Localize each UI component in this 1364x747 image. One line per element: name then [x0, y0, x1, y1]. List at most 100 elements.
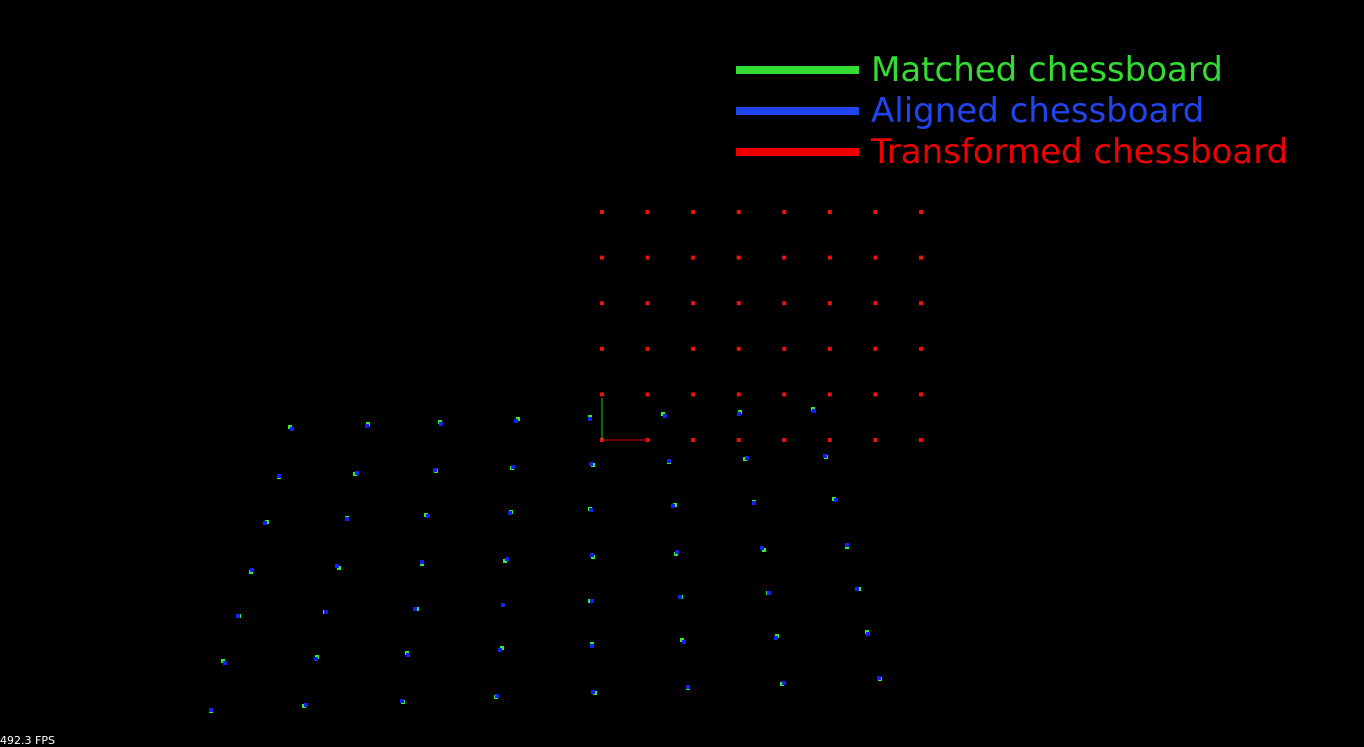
- aligned-point: [589, 462, 593, 466]
- aligned-point: [355, 471, 359, 475]
- aligned-point: [591, 690, 595, 694]
- transformed-point: [782, 392, 787, 397]
- transformed-point: [645, 255, 650, 260]
- transformed-point: [645, 210, 650, 214]
- transformed-point: [919, 301, 923, 306]
- aligned-point: [663, 414, 667, 418]
- legend-swatch-transformed: [736, 148, 859, 156]
- transformed-point: [645, 301, 650, 306]
- transformed-point: [827, 255, 832, 260]
- transformed-point: [645, 346, 650, 351]
- aligned-point: [345, 517, 349, 521]
- aligned-point: [420, 560, 424, 564]
- transformed-point: [827, 438, 832, 442]
- aligned-point: [406, 653, 410, 657]
- aligned-point: [667, 459, 671, 463]
- aligned-point: [433, 468, 437, 472]
- aligned-point: [335, 564, 339, 568]
- transformed-point: [736, 392, 741, 397]
- legend-label-aligned: Aligned chessboard: [871, 91, 1205, 131]
- aligned-point: [671, 504, 675, 508]
- aligned-point: [498, 648, 502, 652]
- transformed-point: [873, 346, 878, 351]
- aligned-point: [812, 409, 816, 413]
- transformed-point: [736, 255, 741, 260]
- fps-counter: 492.3 FPS: [0, 734, 55, 747]
- aligned-point: [866, 632, 870, 636]
- aligned-point: [400, 699, 404, 703]
- transformed-point: [827, 392, 832, 397]
- legend-item-matched: Matched chessboard: [736, 50, 1223, 90]
- transformed-point: [873, 301, 878, 306]
- aligned-point: [686, 685, 690, 689]
- transformed-point: [919, 210, 923, 214]
- aligned-point: [511, 465, 515, 469]
- transformed-point: [782, 346, 787, 351]
- aligned-point: [823, 454, 827, 458]
- transformed-point: [827, 346, 832, 351]
- transformed-point: [691, 301, 696, 306]
- transformed-point: [919, 392, 923, 397]
- transformed-point: [873, 255, 878, 260]
- transformed-point: [600, 346, 604, 351]
- aligned-point: [290, 427, 294, 431]
- aligned-point: [495, 694, 499, 698]
- aligned-point: [223, 661, 227, 665]
- legend-swatch-aligned: [736, 107, 859, 115]
- aligned-point: [855, 587, 859, 591]
- transformed-point: [736, 210, 741, 214]
- aligned-point: [760, 546, 764, 550]
- transformed-point: [782, 301, 787, 306]
- aligned-point: [752, 501, 756, 505]
- aligned-point: [590, 644, 594, 648]
- transformed-point: [873, 392, 878, 397]
- aligned-point: [737, 412, 741, 416]
- aligned-point: [514, 419, 518, 423]
- legend-swatch-matched: [736, 66, 859, 74]
- aligned-point: [250, 568, 254, 572]
- aligned-point: [209, 708, 213, 712]
- aligned-point: [589, 508, 593, 512]
- aligned-point: [426, 514, 430, 518]
- legend-label-transformed: Transformed chessboard: [871, 132, 1289, 172]
- transformed-point: [691, 438, 696, 442]
- transformed-point: [691, 346, 696, 351]
- transformed-point: [919, 438, 923, 442]
- aligned-point: [439, 422, 443, 426]
- aligned-point: [365, 424, 369, 428]
- aligned-point: [314, 657, 318, 661]
- aligned-point: [590, 553, 594, 557]
- transformed-point: [691, 255, 696, 260]
- aligned-point: [236, 614, 240, 618]
- aligned-point: [782, 681, 786, 685]
- aligned-point: [588, 417, 592, 421]
- transformed-point: [736, 346, 741, 351]
- aligned-point: [678, 595, 682, 599]
- aligned-point: [834, 498, 838, 502]
- transformed-point: [873, 210, 878, 214]
- transformed-point: [691, 210, 696, 214]
- aligned-point: [774, 636, 778, 640]
- aligned-point: [767, 591, 771, 595]
- aligned-point: [501, 603, 505, 607]
- aligned-point: [877, 676, 881, 680]
- aligned-point: [745, 456, 749, 460]
- transformed-point: [919, 255, 923, 260]
- transformed-point: [645, 392, 650, 397]
- transformed-point: [873, 438, 878, 442]
- transformed-point: [600, 255, 604, 260]
- aligned-point: [304, 703, 308, 707]
- transformed-point: [600, 301, 604, 306]
- transformed-point: [736, 438, 741, 442]
- aligned-point: [682, 640, 686, 644]
- transformed-point: [736, 301, 741, 306]
- aligned-point: [413, 607, 417, 611]
- aligned-point: [590, 599, 594, 603]
- transformed-point: [782, 210, 787, 214]
- aligned-point: [508, 511, 512, 515]
- aligned-point: [324, 610, 328, 614]
- aligned-point: [675, 550, 679, 554]
- aligned-point: [505, 557, 509, 561]
